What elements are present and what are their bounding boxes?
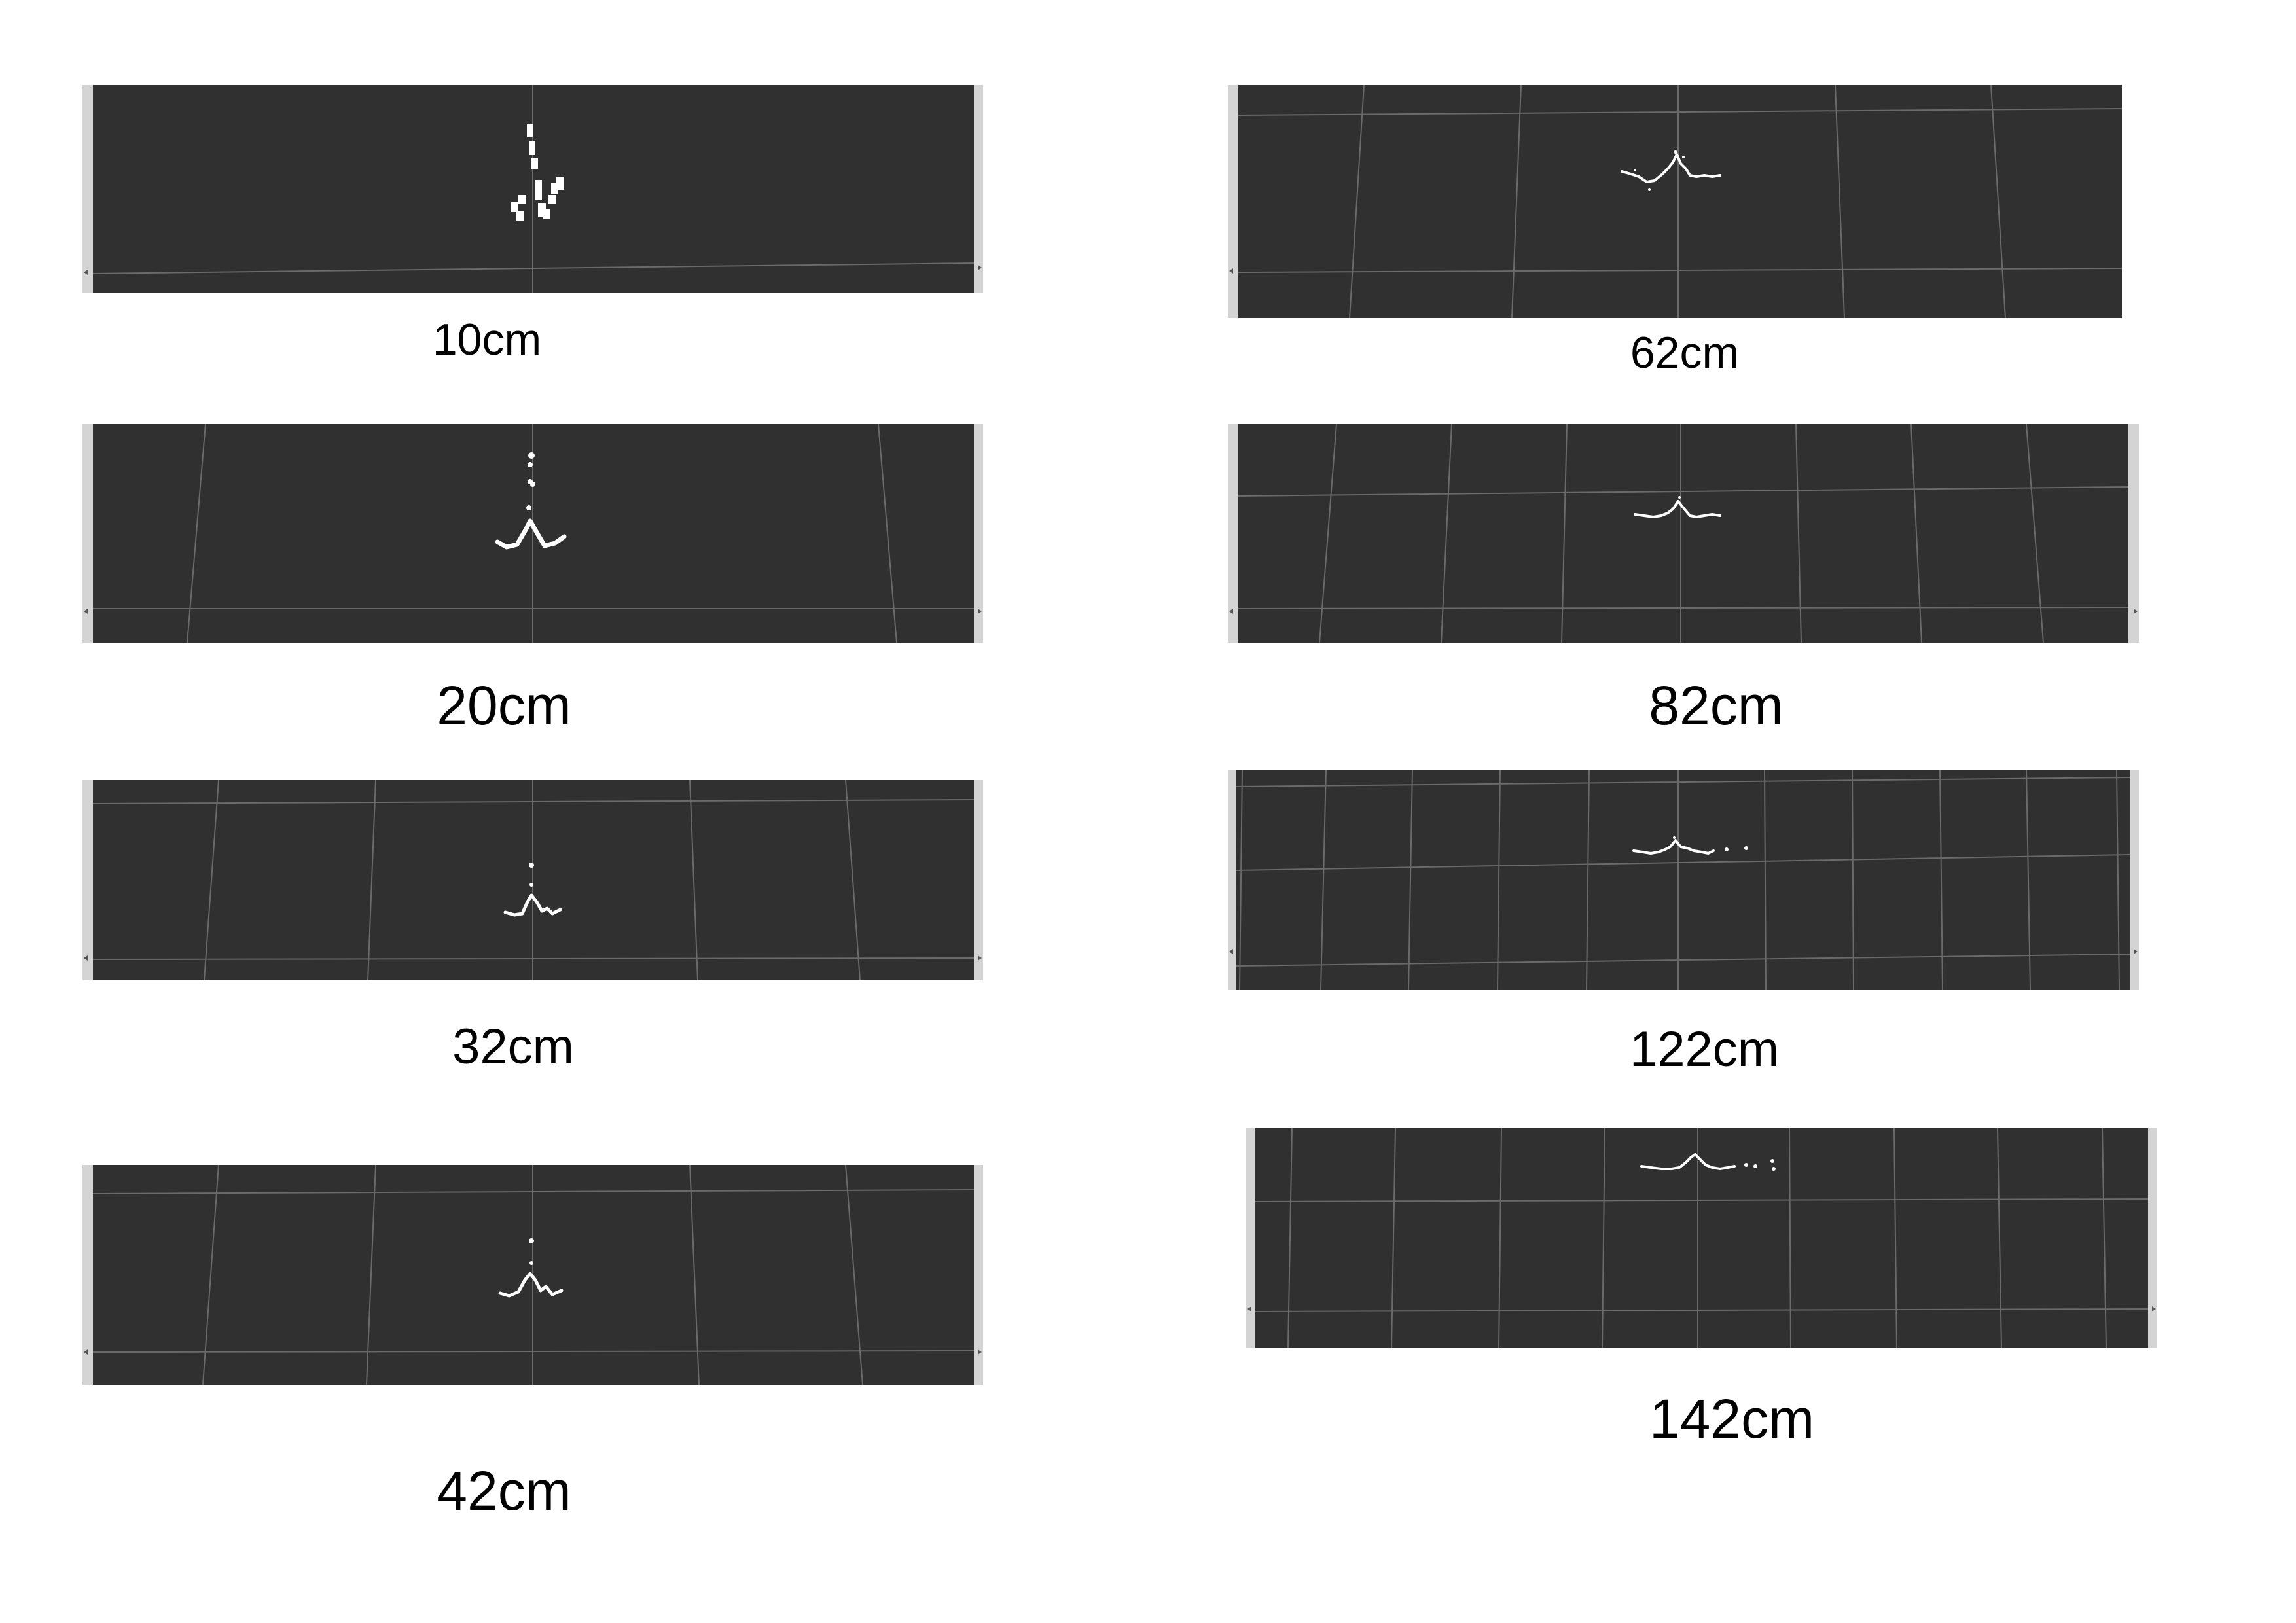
scan-viewport-32cm[interactable] — [82, 780, 983, 980]
scan-viewport-62cm[interactable] — [1228, 85, 2122, 318]
scroll-left-arrow[interactable] — [84, 1349, 88, 1355]
viewport-canvas — [93, 780, 974, 980]
distance-label: 62cm — [1630, 328, 1740, 378]
scroll-left-arrow[interactable] — [84, 270, 88, 275]
grid-lines — [93, 424, 974, 643]
viewport-canvas — [93, 85, 974, 293]
viewport-canvas — [1255, 1128, 2148, 1348]
grid-lines — [93, 1165, 974, 1385]
grid-lines — [1236, 770, 2130, 990]
scan-viewport-42cm[interactable] — [82, 1165, 983, 1385]
viewport-canvas — [93, 1165, 974, 1385]
scroll-right-arrow[interactable] — [2134, 949, 2138, 954]
scroll-left-arrow[interactable] — [84, 609, 88, 614]
point-cloud-view — [93, 424, 974, 643]
scan-profile — [1621, 150, 1721, 191]
grid-lines — [93, 85, 974, 293]
grid-lines — [1238, 85, 2122, 318]
point-cloud-view — [93, 85, 974, 293]
grid-lines — [1238, 424, 2128, 643]
point-cloud-view — [1255, 1128, 2148, 1348]
scan-viewport-142cm[interactable] — [1246, 1128, 2157, 1348]
scroll-right-arrow[interactable] — [978, 265, 982, 270]
point-cloud-view — [93, 1165, 974, 1385]
scan-profile — [503, 863, 562, 917]
distance-label: 20cm — [437, 675, 571, 736]
viewport-canvas — [1236, 770, 2130, 990]
distance-label: 142cm — [1649, 1388, 1815, 1450]
distance-label: 82cm — [1649, 675, 1784, 736]
distance-label: 42cm — [437, 1460, 571, 1522]
scroll-left-arrow[interactable] — [1229, 609, 1233, 614]
grid-lines — [1255, 1128, 2148, 1348]
scroll-left-arrow[interactable] — [1247, 1306, 1251, 1311]
scan-profile — [511, 124, 564, 221]
grid-lines — [93, 780, 974, 980]
scan-profile — [1640, 1153, 1776, 1171]
scan-profile — [498, 1238, 564, 1298]
scroll-left-arrow[interactable] — [1229, 268, 1233, 274]
scan-viewport-82cm[interactable] — [1228, 424, 2139, 643]
point-cloud-view — [1238, 424, 2128, 643]
scroll-right-arrow[interactable] — [978, 955, 982, 961]
scan-profile — [1634, 496, 1721, 518]
scan-viewport-10cm[interactable] — [82, 85, 983, 293]
viewport-canvas — [93, 424, 974, 643]
scroll-right-arrow[interactable] — [978, 1349, 982, 1355]
scan-profile — [1632, 836, 1748, 855]
distance-label: 122cm — [1629, 1022, 1780, 1077]
scroll-right-arrow[interactable] — [978, 609, 982, 614]
point-cloud-view — [1236, 770, 2130, 990]
viewport-canvas — [1238, 424, 2128, 643]
scroll-left-arrow[interactable] — [84, 955, 88, 961]
scan-viewport-20cm[interactable] — [82, 424, 983, 643]
distance-label: 10cm — [432, 315, 542, 365]
scan-viewport-122cm[interactable] — [1228, 770, 2139, 990]
point-cloud-view — [1238, 85, 2122, 318]
point-cloud-view — [93, 780, 974, 980]
scan-profile — [495, 452, 567, 550]
scroll-right-arrow[interactable] — [2134, 609, 2138, 614]
scroll-right-arrow[interactable] — [2152, 1306, 2156, 1311]
scroll-left-arrow[interactable] — [1229, 949, 1233, 954]
distance-label: 32cm — [452, 1019, 574, 1075]
viewport-canvas — [1238, 85, 2122, 318]
